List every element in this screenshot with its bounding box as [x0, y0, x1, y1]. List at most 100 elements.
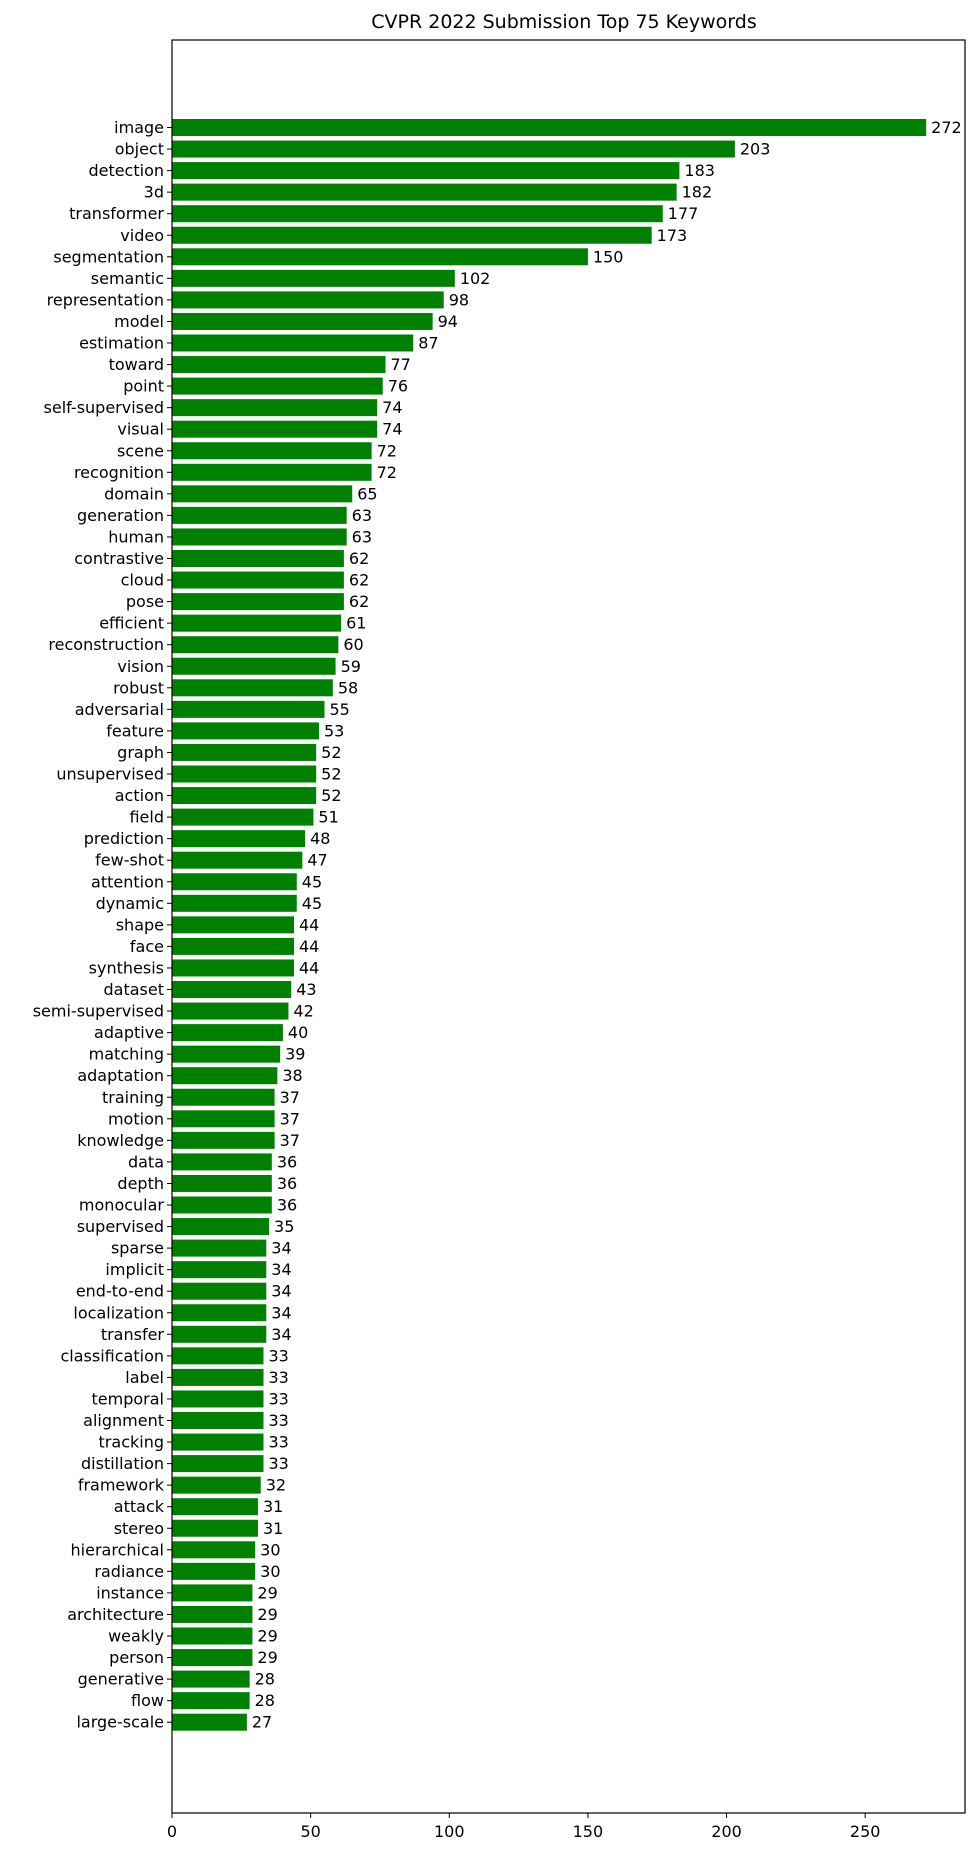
bar-feature	[172, 722, 319, 740]
bar-scene	[172, 442, 372, 460]
bar-supervised	[172, 1218, 270, 1236]
y-tick-label: action	[115, 786, 164, 805]
bar-value-label: 37	[280, 1131, 300, 1150]
bar-recognition	[172, 463, 372, 481]
y-tick-label: scene	[117, 441, 164, 460]
x-tick-label: 250	[850, 1822, 881, 1841]
y-tick-label: prediction	[84, 829, 164, 848]
y-tick-labels: image object detection 3d transformer video se…	[33, 118, 172, 1732]
bar-value-label: 44	[299, 915, 319, 934]
y-tick-label: model	[114, 312, 164, 331]
bar-knowledge	[172, 1131, 275, 1149]
bar-value-label: 37	[280, 1109, 300, 1128]
y-tick-label: shape	[116, 915, 164, 934]
y-tick-label: temporal	[92, 1389, 164, 1408]
bar-domain	[172, 485, 353, 503]
bar-value-label: 173	[657, 226, 688, 245]
y-tick-label: hierarchical	[71, 1540, 164, 1559]
bar-value-label: 63	[352, 506, 372, 525]
bar-value-label: 33	[269, 1454, 289, 1473]
y-tick-label: distillation	[81, 1454, 164, 1473]
bar-value-label: 203	[740, 140, 771, 159]
bar-transformer	[172, 205, 663, 223]
y-tick-label: semantic	[91, 269, 164, 288]
bar-value-label: 183	[684, 161, 715, 180]
y-tick-label: motion	[108, 1109, 164, 1128]
bar-value-label: 28	[255, 1691, 275, 1710]
bar-architecture	[172, 1605, 253, 1623]
bar-value-label: 33	[269, 1389, 289, 1408]
bar-value-label: 51	[318, 808, 338, 827]
bar-value-label: 98	[449, 290, 469, 309]
bar-radiance	[172, 1562, 256, 1580]
bar-detection	[172, 162, 680, 180]
y-tick-label: depth	[117, 1174, 164, 1193]
y-tick-label: field	[129, 808, 164, 827]
bar-value-label: 47	[307, 851, 327, 870]
bar-value-label: 28	[255, 1670, 275, 1689]
bar-dataset	[172, 981, 292, 998]
bar-value-label: 87	[418, 334, 438, 353]
y-tick-label: adaptive	[94, 1023, 164, 1042]
y-tick-label: training	[102, 1088, 164, 1107]
bar-monocular	[172, 1196, 272, 1214]
y-tick-label: domain	[104, 484, 164, 503]
bar-value-label: 29	[257, 1648, 277, 1667]
bar-value-label: 31	[263, 1497, 283, 1516]
bar-adversarial	[172, 700, 325, 718]
x-tick-label: 100	[434, 1822, 465, 1841]
bar-semi-supervised	[172, 1002, 289, 1020]
chart-title: CVPR 2022 Submission Top 75 Keywords	[371, 11, 756, 33]
y-tick-label: transfer	[101, 1325, 165, 1344]
bar-value-label: 39	[285, 1045, 305, 1064]
y-tick-label: flow	[131, 1691, 164, 1710]
bar-value-label: 74	[382, 420, 402, 439]
bar-adaptation	[172, 1067, 278, 1085]
bar-robust	[172, 679, 333, 697]
bar-model	[172, 312, 433, 330]
bar-implicit	[172, 1261, 267, 1279]
bar-value-label: 43	[296, 980, 316, 999]
bar-3d	[172, 183, 677, 201]
bar-image	[172, 119, 927, 136]
y-tick-label: alignment	[83, 1411, 164, 1430]
plot-frame	[171, 39, 966, 1814]
bar-depth	[172, 1174, 272, 1192]
bar-value-label: 35	[274, 1217, 294, 1236]
bar-value-label: 55	[330, 700, 350, 719]
bar-value-label: 30	[260, 1540, 280, 1559]
bar-action	[172, 787, 317, 805]
y-tick-label: segmentation	[53, 247, 164, 266]
bar-localization	[172, 1304, 267, 1322]
bar-generative	[172, 1670, 250, 1688]
y-tick-label: data	[128, 1152, 164, 1171]
bar-value-label: 45	[302, 872, 322, 891]
y-tick-label: classification	[61, 1346, 165, 1365]
y-tick-label: representation	[47, 290, 164, 309]
bar-tracking	[172, 1433, 264, 1451]
y-tick-label: monocular	[79, 1196, 164, 1215]
y-tick-label: large-scale	[76, 1713, 164, 1732]
bar-reconstruction	[172, 636, 339, 654]
y-tick-label: sparse	[111, 1239, 164, 1258]
bar-sparse	[172, 1239, 267, 1257]
bar-value-label: 61	[346, 614, 366, 633]
bar-graph	[172, 743, 317, 761]
bar-value-label: 62	[349, 592, 369, 611]
y-tick-label: dataset	[104, 980, 165, 999]
y-tick-label: adversarial	[75, 700, 164, 719]
bar-value-label: 59	[341, 657, 361, 676]
y-tick-label: human	[108, 527, 164, 546]
bar-visual	[172, 420, 378, 438]
bar-value-label: 34	[271, 1239, 291, 1258]
y-tick-label: stereo	[114, 1519, 164, 1538]
bar-value-label: 62	[349, 549, 369, 568]
bar-value-label: 36	[277, 1196, 297, 1215]
bar-toward	[172, 356, 386, 374]
y-tick-label: instance	[96, 1583, 164, 1602]
bar-value-label: 102	[460, 269, 491, 288]
bar-value-label: 33	[269, 1411, 289, 1430]
bar-value-label: 58	[338, 678, 358, 697]
y-tick-label: point	[123, 377, 164, 396]
